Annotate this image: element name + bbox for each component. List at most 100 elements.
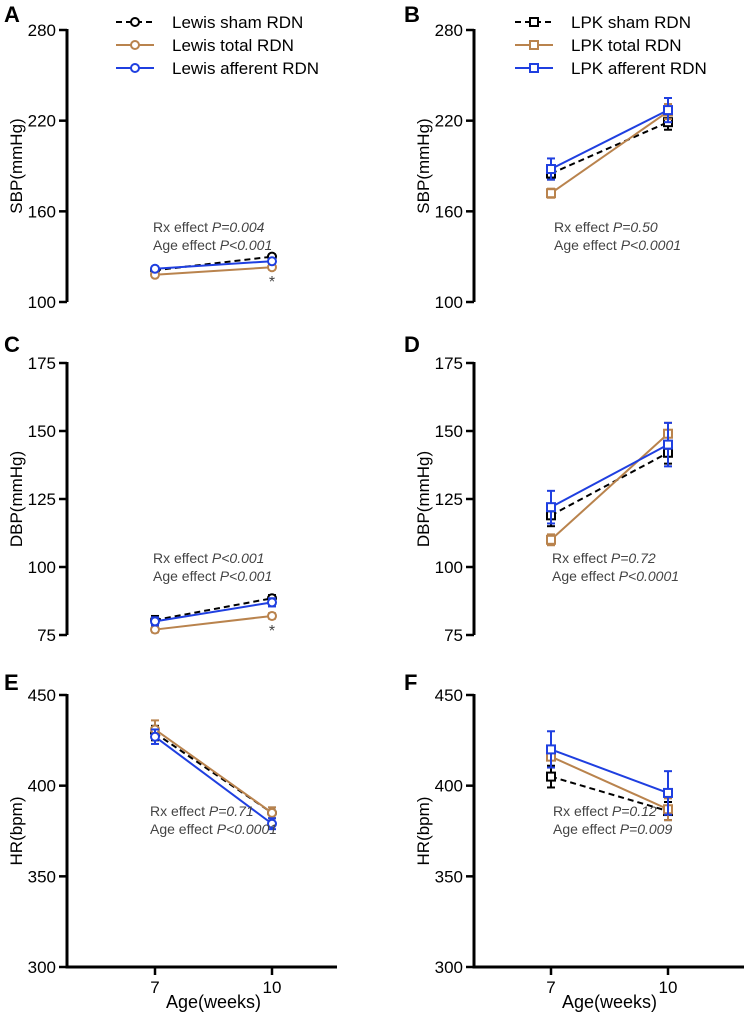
series-line (550, 451, 669, 517)
age-effect-label: Age effect (554, 237, 621, 253)
y-tick-label: 160 (435, 202, 463, 221)
series-afferent (150, 728, 277, 831)
panel-letter: B (404, 2, 420, 27)
data-point (150, 263, 160, 274)
y-tick-label: 450 (28, 686, 56, 705)
age-effect-p: P<0.0001 (217, 821, 277, 837)
y-axis-title: HR(bpm) (414, 797, 433, 866)
series-line (154, 260, 273, 270)
series-line (154, 266, 273, 276)
series-line (154, 597, 273, 622)
age-effect-label: Age effect (552, 568, 619, 584)
series-line (550, 775, 669, 813)
x-tick-label: 7 (150, 978, 159, 997)
series-line (550, 748, 669, 794)
significance-asterisk: * (269, 274, 275, 291)
legend-label-sham: Lewis sham RDN (172, 13, 303, 32)
rx-effect-text: Rx effect P=0.72 (552, 550, 656, 566)
y-tick-label: 450 (435, 686, 463, 705)
age-effect-text: Age effect P<0.001 (153, 237, 272, 253)
legend-label-total: Lewis total RDN (172, 36, 294, 55)
x-tick-label: 10 (263, 978, 282, 997)
panel-c: C 75 100 125 150 175 DBP(mmHg) * Rx effect P<0.0… (4, 332, 277, 645)
series-line (154, 732, 273, 814)
y-axis-title: HR(bpm) (7, 797, 26, 866)
y-axis-title: DBP(mmHg) (414, 451, 433, 547)
series-line (154, 728, 273, 814)
y-tick-label: 350 (435, 867, 463, 886)
age-effect-p: P<0.001 (220, 237, 273, 253)
data-point (267, 597, 277, 608)
age-effect-text: Age effect P<0.0001 (150, 821, 277, 837)
rx-effect-p: P<0.001 (212, 550, 265, 566)
rx-effect-text: Rx effect P=0.71 (150, 803, 254, 819)
y-tick-label: 125 (28, 490, 56, 509)
y-tick-label: 100 (435, 293, 463, 312)
y-axis-title: SBP(mmHg) (414, 118, 433, 213)
rx-effect-label: Rx effect (553, 803, 612, 819)
series-line (550, 755, 669, 811)
rx-effect-label: Rx effect (153, 550, 212, 566)
rx-effect-text: Rx effect P=0.004 (153, 219, 265, 235)
y-tick-label: 300 (435, 958, 463, 977)
legend-marker-total (130, 40, 140, 50)
y-axis-title: SBP(mmHg) (7, 118, 26, 213)
rx-effect-text: Rx effect P<0.001 (153, 550, 264, 566)
series-afferent (150, 256, 277, 274)
data-point (546, 534, 556, 545)
series-line (550, 110, 669, 195)
rx-effect-p: P=0.12 (612, 803, 657, 819)
panel-letter: A (4, 2, 20, 27)
y-tick-label: 100 (28, 558, 56, 577)
legend-marker-afferent (130, 63, 140, 73)
panel-a: A 100 160 220 280 SBP(mmHg) * Rx effect P=0.004… (4, 2, 319, 312)
y-tick-label: 175 (28, 354, 56, 373)
y-tick-label: 125 (435, 490, 463, 509)
series-afferent (546, 97, 673, 181)
age-effect-label: Age effect (553, 821, 620, 837)
age-effect-label: Age effect (153, 568, 220, 584)
y-tick-label: 150 (435, 422, 463, 441)
rx-effect-p: P=0.72 (611, 550, 656, 566)
data-point (267, 807, 277, 818)
y-tick-label: 300 (28, 958, 56, 977)
rx-effect-p: P=0.004 (212, 219, 265, 235)
legend-label-total: LPK total RDN (571, 36, 682, 55)
legend-marker-sham (529, 17, 539, 27)
series-sham (546, 113, 673, 181)
age-effect-text: Age effect P<0.0001 (552, 568, 679, 584)
data-point (267, 610, 277, 621)
rx-effect-p: P=0.71 (209, 803, 254, 819)
y-tick-label: 100 (28, 293, 56, 312)
data-point (267, 818, 277, 829)
y-tick-label: 175 (435, 354, 463, 373)
series-line (154, 735, 273, 825)
data-point (546, 188, 556, 199)
data-point (663, 105, 673, 116)
data-point (150, 624, 160, 635)
series-line (154, 614, 273, 631)
legend-label-sham: LPK sham RDN (571, 13, 691, 32)
y-tick-label: 400 (28, 777, 56, 796)
y-tick-label: 150 (28, 422, 56, 441)
y-tick-label: 280 (435, 21, 463, 40)
rx-effect-p: P=0.50 (613, 219, 658, 235)
data-point (546, 771, 556, 782)
panel-letter: C (4, 332, 20, 357)
legend: Lewis sham RDN Lewis total RDN Lewis affer… (116, 13, 319, 78)
data-point (546, 744, 556, 755)
series-line (550, 121, 669, 175)
rx-effect-label: Rx effect (552, 550, 611, 566)
y-tick-label: 75 (444, 626, 463, 645)
age-effect-p: P<0.001 (220, 568, 273, 584)
y-tick-label: 350 (28, 867, 56, 886)
legend-label-afferent: LPK afferent RDN (571, 59, 707, 78)
data-point (150, 616, 160, 627)
y-tick-label: 100 (435, 558, 463, 577)
panel-letter: F (404, 670, 417, 695)
legend: LPK sham RDN LPK total RDN LPK afferent RD… (515, 13, 707, 78)
data-point (663, 439, 673, 450)
